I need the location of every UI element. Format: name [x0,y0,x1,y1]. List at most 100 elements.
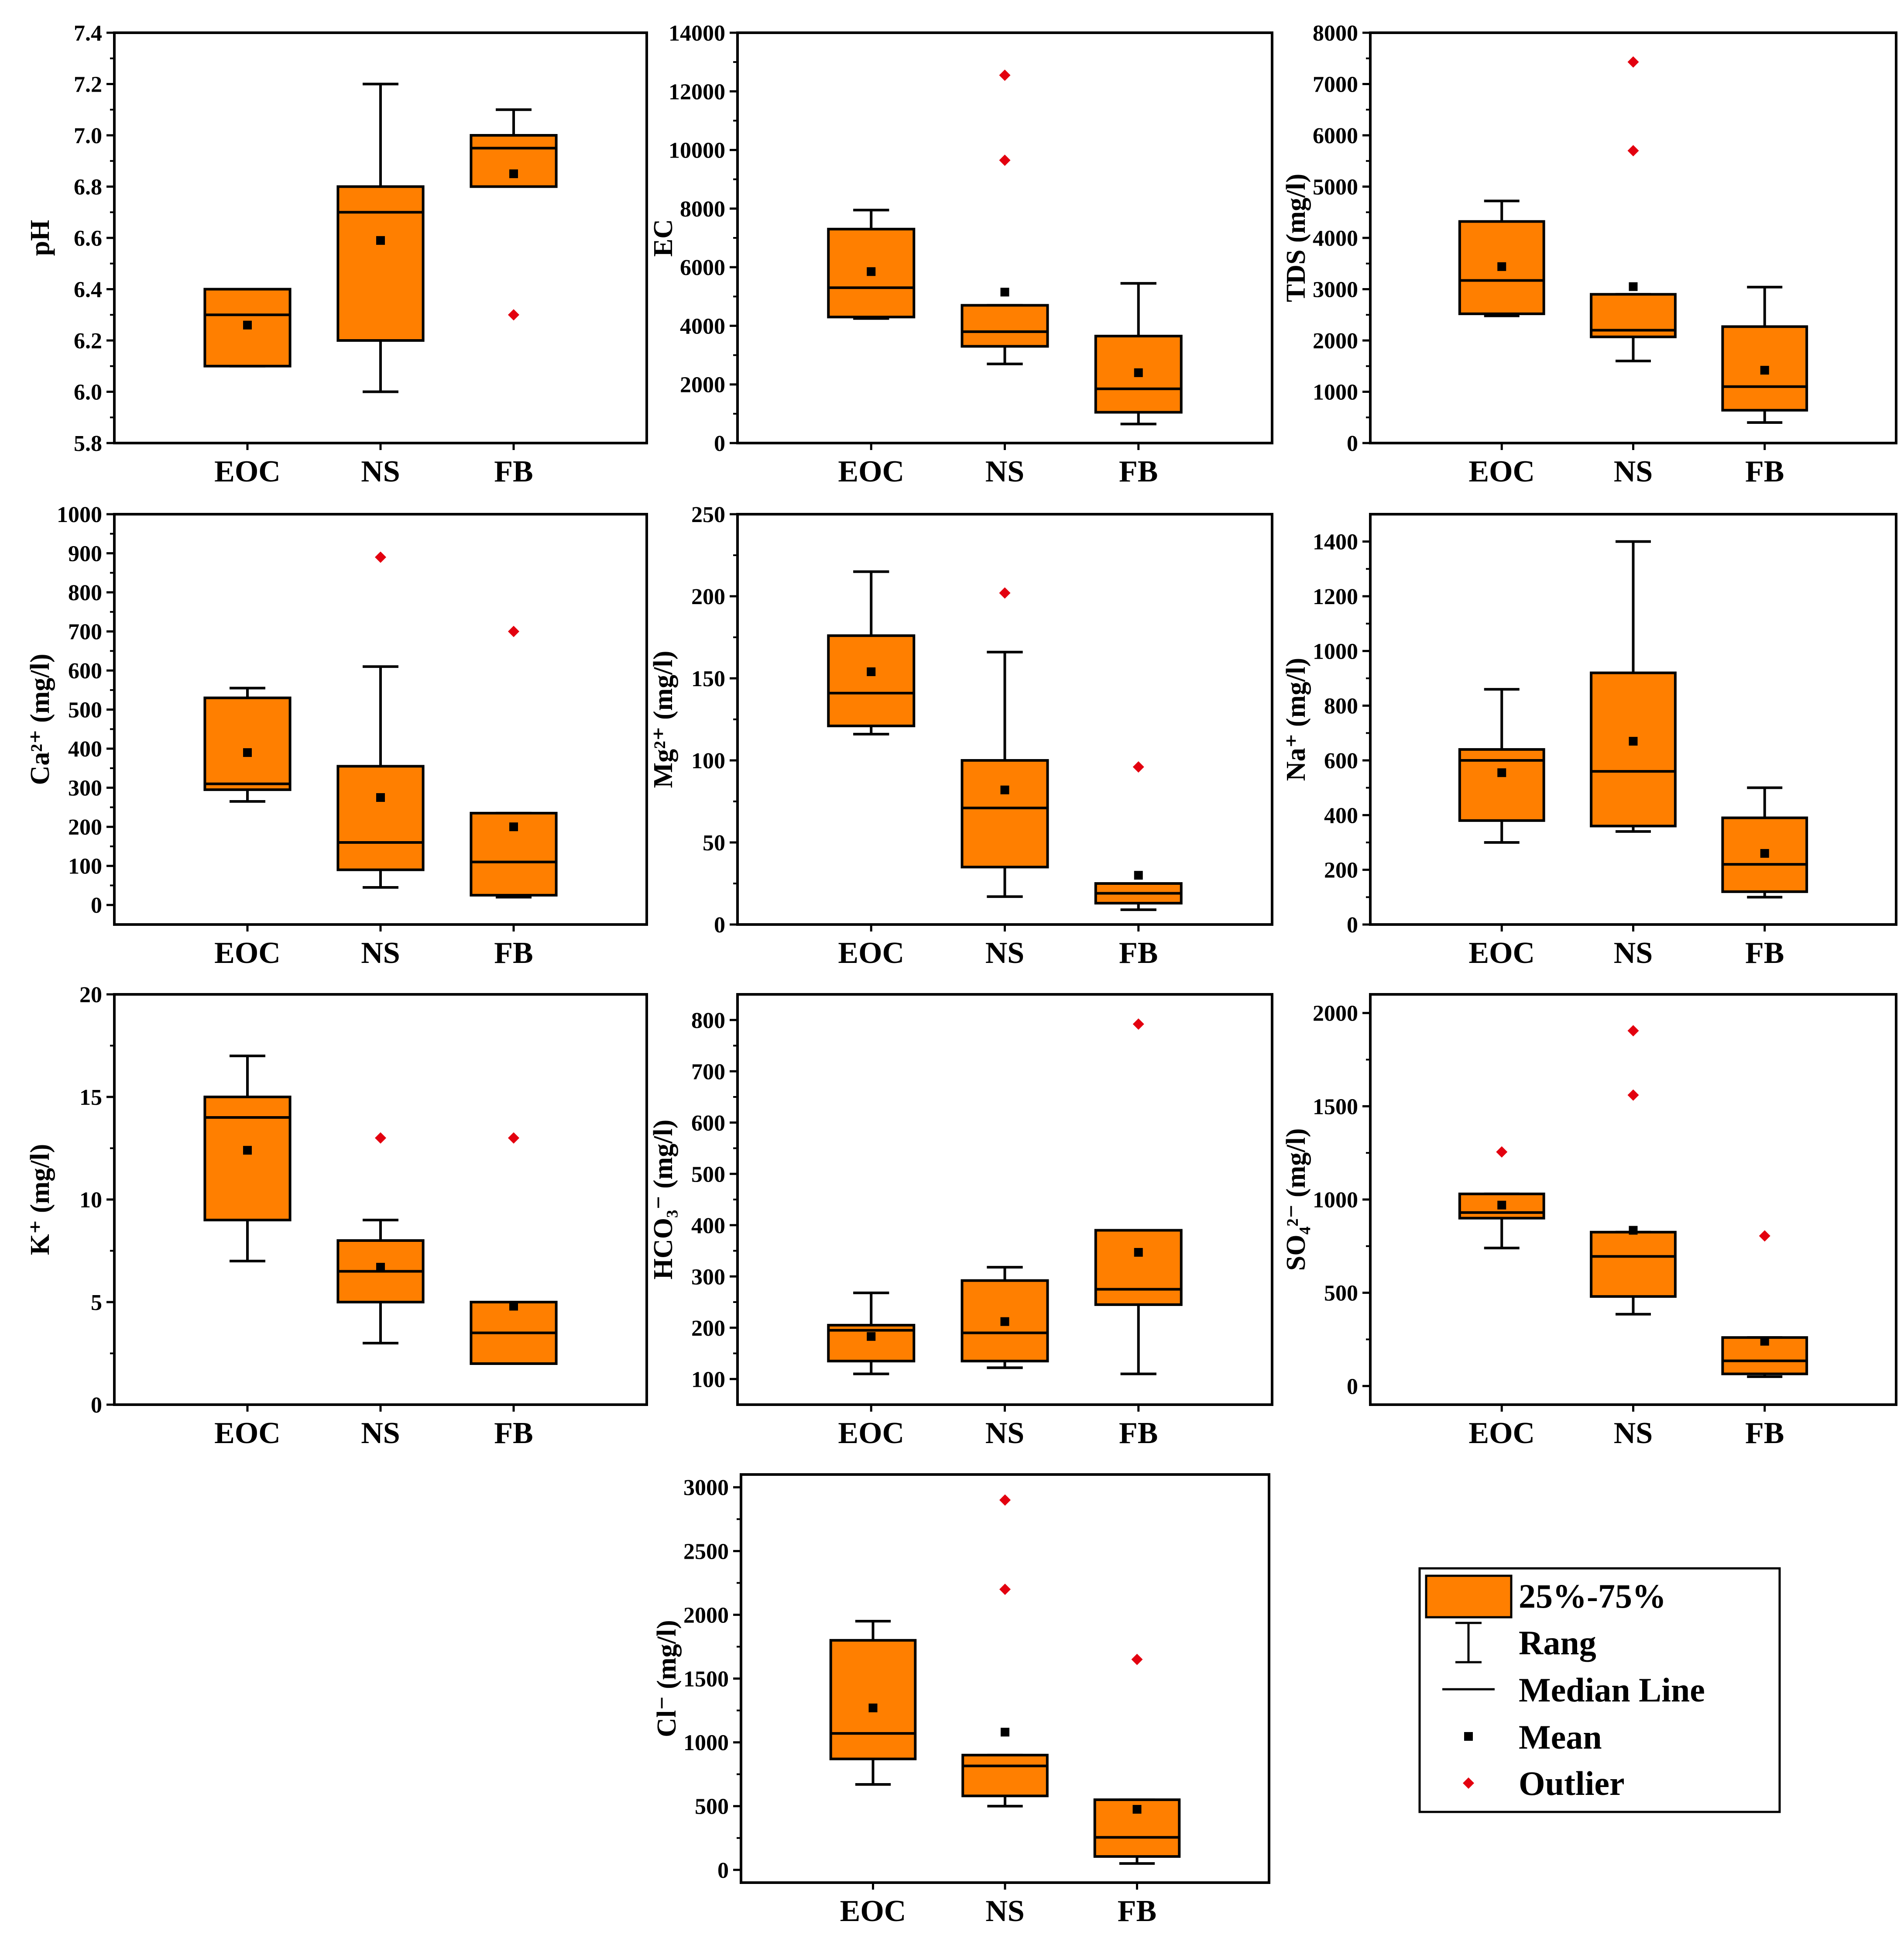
mean-marker [509,1302,518,1311]
mean-marker [376,1263,385,1272]
mean-marker [1629,1226,1638,1235]
x-tick-label: NS [361,455,400,488]
y-tick-label: 2000 [683,1603,729,1628]
y-tick-label: 0 [91,1393,102,1418]
y-axis-label: Mg²⁺ (mg/l) [648,651,678,788]
y-tick-label: 6.0 [74,380,102,405]
iqr-box [961,1753,1049,1798]
x-tick-label: EOC [838,1416,904,1450]
box-NS [961,587,1049,898]
y-tick-label: 400 [691,1213,725,1238]
plot-frame [740,1473,1270,1884]
x-tick-label: FB [1119,936,1158,970]
y-tick-label: 0 [1347,1374,1358,1399]
panel-tds: 0 1000 2000 3000 4000 5000 6000 7000 8000 TDS (mg… [1281,21,1897,488]
y-tick-label: 200 [68,815,102,840]
box-FB [470,1132,558,1365]
iqr-box [827,634,916,728]
x-tick-label: FB [1745,936,1784,970]
y-tick-label: 15 [79,1085,102,1110]
y-tick-label: 1000 [1313,380,1358,405]
plot-frame [1369,31,1897,444]
y-tick-label: 50 [703,831,725,856]
iqr-box [1093,1798,1181,1858]
y-tick-label: 14000 [669,21,725,46]
y-tick-label: 10000 [669,138,725,163]
iqr-box [961,304,1049,348]
y-tick-label: 6.8 [74,175,102,200]
panel-cl: 0 500 1000 1500 2000 2500 3000 Cl⁻ (mg/l) EOC NS F… [652,1473,1270,1928]
box-NS [961,69,1049,365]
box-EOC [1458,199,1545,317]
outlier-marker [1132,761,1144,773]
legend-outlier-label: Outlier [1519,1764,1625,1802]
y-tick-label: 6.4 [74,278,102,302]
y-tick-label: 200 [1324,858,1358,883]
mean-marker [1001,1728,1009,1737]
panel-mg: 0 50 100 150 200 250 Mg²⁺ (mg/l) EOC NS FB [648,502,1273,970]
x-tick-label: FB [494,1416,533,1450]
y-tick-label: 900 [68,542,102,567]
y-tick-label: 12000 [669,79,725,104]
mean-marker [868,1703,878,1712]
y-tick-label: 600 [1324,749,1358,773]
iqr-box [1458,1193,1545,1220]
legend-mean-label: Mean [1519,1718,1602,1756]
y-tick-label: 0 [1347,913,1358,938]
legend-box-swatch [1425,1574,1513,1619]
y-tick-label: 7.0 [74,124,102,148]
x-tick-label: NS [1614,936,1653,970]
y-tick-label: 500 [695,1794,729,1819]
x-tick-label: FB [494,455,533,488]
mean-marker [509,822,518,832]
outlier-marker [1627,145,1639,157]
y-tick-label: 8000 [1313,21,1358,46]
y-tick-label: 100 [691,749,725,773]
box-EOC [827,570,916,736]
y-tick-label: 1500 [1313,1094,1358,1119]
y-tick-label: 100 [68,854,102,879]
x-tick-label: EOC [214,455,281,488]
mean-marker [243,320,252,330]
y-tick-label: 150 [691,667,725,691]
outlier-marker [1132,1018,1144,1030]
box-FB [1093,1653,1181,1865]
outlier-marker [375,551,386,563]
y-axis-label: HCO₃⁻ (mg/l) [648,1120,678,1279]
iqr-box [336,765,425,871]
iqr-box [1590,1231,1677,1298]
box-FB [1721,786,1808,899]
legend-outlier-swatch [1463,1777,1474,1789]
y-tick-label: 500 [68,698,102,723]
panel-ca: 0 100 200 300 400 500 600 700 800 900 1000 Ca²⁺ (mg… [25,502,648,970]
outlier-marker [1627,1089,1639,1101]
y-axis-label: TDS (mg/l) [1281,174,1311,302]
iqr-box [961,759,1049,869]
y-tick-label: 8000 [680,197,725,222]
y-tick-label: 6000 [680,255,725,280]
y-tick-label: 5000 [1313,175,1358,200]
panel-ec: 0 2000 4000 6000 8000 10000 12000 14000 EC EOC NS F… [648,21,1273,488]
mean-marker [1629,737,1638,746]
y-tick-label: 2000 [1313,1001,1358,1026]
x-tick-label: EOC [214,1416,281,1450]
box-NS [336,1132,425,1344]
box-NS [1590,1025,1677,1316]
iqr-box [203,1096,292,1221]
outlier-marker [1131,1653,1143,1665]
iqr-box [336,185,425,342]
box-NS [336,551,425,889]
x-tick-label: EOC [214,936,281,970]
legend-median-label: Median Line [1519,1671,1705,1709]
y-tick-label: 7.4 [74,21,102,46]
panel-hco3: 100 200 300 400 500 600 700 800 HCO₃⁻ (mg/l) EOC N… [648,993,1273,1450]
box-FB [1721,285,1808,424]
y-tick-label: 700 [68,620,102,645]
y-tick-label: 2500 [683,1539,729,1564]
mean-marker [1497,262,1506,271]
x-tick-label: NS [361,936,400,970]
y-tick-label: 0 [91,893,102,918]
x-tick-label: NS [985,936,1024,970]
iqr-box [470,134,558,188]
